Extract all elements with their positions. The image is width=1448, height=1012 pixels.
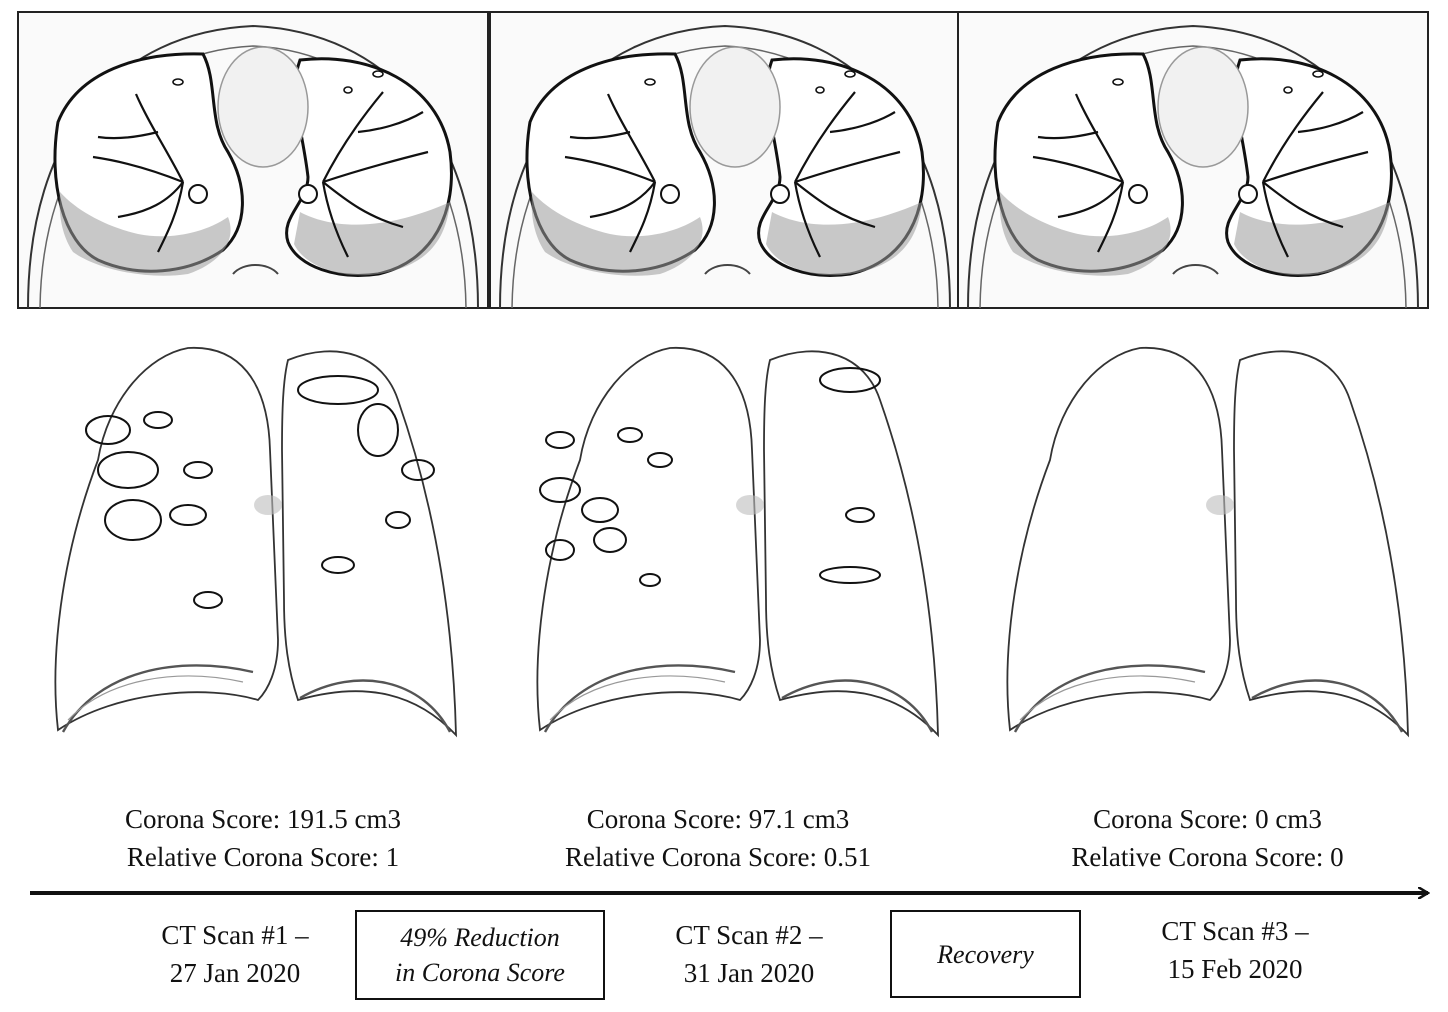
lesion-outline bbox=[385, 511, 411, 529]
scan-title: CT Scan #3 – bbox=[1161, 916, 1309, 946]
coronal-lungs-2 bbox=[536, 346, 940, 737]
reduction-line-2: in Corona Score bbox=[395, 958, 565, 987]
lesion-outline bbox=[297, 375, 379, 405]
lesion-outline bbox=[617, 427, 643, 443]
corona-score-text: Corona Score: 97.1 cm3 bbox=[586, 804, 850, 834]
lesion-outline bbox=[357, 403, 399, 457]
lesion-outline bbox=[545, 539, 575, 561]
scan-title: CT Scan #2 – bbox=[675, 920, 823, 950]
lesion-outline bbox=[193, 591, 223, 609]
axial-ct-row bbox=[16, 10, 1430, 310]
lesion-outline bbox=[593, 527, 627, 553]
lesion-outline bbox=[321, 556, 355, 574]
relative-score-text: Relative Corona Score: 0 bbox=[1071, 842, 1344, 872]
axial-slice-1 bbox=[16, 10, 490, 310]
scan-3-label: CT Scan #3 – 15 Feb 2020 bbox=[1150, 912, 1320, 988]
lesion-outline bbox=[647, 452, 673, 468]
axial-slice-2 bbox=[488, 10, 962, 310]
scan-3-score: Corona Score: 0 cm3 Relative Corona Scor… bbox=[1055, 800, 1360, 876]
lesion-outline bbox=[819, 566, 881, 584]
lesion-outline bbox=[639, 573, 661, 587]
axial-slice-3 bbox=[956, 10, 1430, 310]
relative-score-text: Relative Corona Score: 1 bbox=[126, 842, 400, 872]
scan-2-label: CT Scan #2 – 31 Jan 2020 bbox=[664, 916, 834, 992]
scan-2-score: Corona Score: 97.1 cm3 Relative Corona S… bbox=[548, 800, 888, 876]
coronal-lungs-3 bbox=[1006, 346, 1410, 737]
recovery-box: Recovery bbox=[890, 910, 1081, 998]
lesion-outline bbox=[169, 504, 207, 526]
scan-date: 31 Jan 2020 bbox=[683, 958, 815, 988]
reduction-line-1: 49% Reduction bbox=[400, 923, 560, 952]
scan-1-score: Corona Score: 191.5 cm3 Relative Corona … bbox=[113, 800, 413, 876]
lesion-outline bbox=[143, 411, 173, 429]
lesion-outline bbox=[581, 497, 619, 523]
corona-score-text: Corona Score: 0 cm3 bbox=[1093, 804, 1322, 834]
recovery-label: Recovery bbox=[937, 939, 1034, 969]
lesion-outline bbox=[85, 415, 131, 445]
lesion-outline bbox=[97, 451, 159, 489]
lesion-outline bbox=[845, 507, 875, 523]
lesion-outline bbox=[401, 459, 435, 481]
relative-score-text: Relative Corona Score: 0.51 bbox=[565, 842, 871, 872]
lesion-outline bbox=[819, 367, 881, 393]
scan-date: 27 Jan 2020 bbox=[169, 958, 301, 988]
scan-title: CT Scan #1 – bbox=[161, 920, 309, 950]
corona-score-text: Corona Score: 191.5 cm3 bbox=[125, 804, 401, 834]
lesion-outline bbox=[104, 499, 162, 541]
lesion-outline bbox=[539, 477, 581, 503]
scan-date: 15 Feb 2020 bbox=[1167, 954, 1303, 984]
coronal-lungs-1 bbox=[54, 346, 458, 737]
scan-1-label: CT Scan #1 – 27 Jan 2020 bbox=[150, 916, 320, 992]
coronal-lung-row bbox=[54, 346, 1410, 737]
lesion-outline bbox=[183, 461, 213, 479]
reduction-box: 49% Reduction in Corona Score bbox=[355, 910, 605, 1000]
lesion-outline bbox=[545, 431, 575, 449]
